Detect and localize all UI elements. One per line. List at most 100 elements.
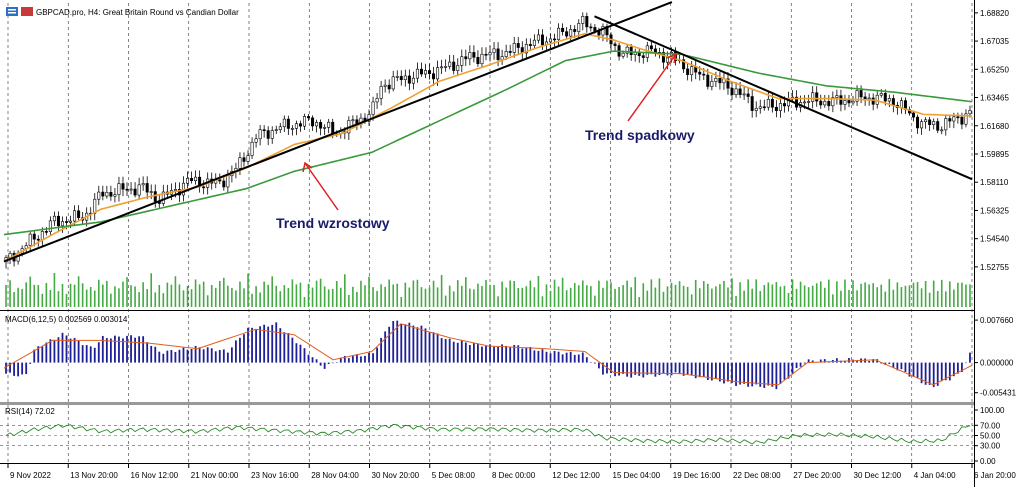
macd-histogram-bar [485,345,487,363]
volume-bar [388,279,390,307]
candle-body [319,122,323,129]
candle-body [532,39,536,46]
volume-bar [130,285,132,307]
candle-body [512,43,516,53]
volume-bar [263,281,265,307]
candle-body [932,121,936,125]
candle-body [803,101,807,104]
candle-body [290,128,294,130]
macd-histogram-bar [210,348,213,363]
macd-histogram-bar [327,362,330,364]
volume-bar [392,284,395,307]
volume-bar [892,289,895,307]
volume-bar [424,288,427,307]
volume-bar [965,284,967,307]
macd-histogram-bar [944,362,947,381]
candle-body [411,77,415,84]
macd-histogram-bar [17,362,20,377]
macd-histogram-bar [573,354,576,363]
x-tick-label: 27 Dec 20:00 [793,471,841,480]
macd-histogram-bar [928,362,931,385]
candle-body [222,180,226,188]
volume-bar [460,285,463,307]
downtrend-arrow [627,52,678,122]
volume-bar [497,296,499,307]
volume-bar [735,296,737,307]
candle-body [601,26,605,36]
macd-histogram-bar [81,345,84,363]
volume-bar [279,291,282,307]
y-tick-label: 1.63465 [980,94,1009,103]
macd-histogram-bar [29,362,32,364]
macd-y-tick-label: -0.005431 [980,389,1017,398]
macd-histogram-bar [505,345,508,363]
volume-bar [134,286,136,307]
macd-histogram-bar [509,347,512,363]
macd-histogram-bar [130,335,132,363]
macd-histogram-bar [190,349,193,363]
candle-body [944,118,948,131]
rsi-y-tick-label: 30.00 [980,442,1001,451]
macd-histogram-bar [368,352,370,363]
candle-body [750,96,754,111]
macd-histogram-bar [263,324,266,363]
volume-bar [166,282,169,307]
macd-histogram-bar [73,338,76,363]
macd-histogram-bar [948,362,951,381]
candle-body [28,233,32,246]
volume-bar [896,282,899,307]
x-tick-label: 8 Dec 00:00 [492,471,536,480]
volume-bar [888,279,891,307]
candle-body [190,178,194,181]
candle-body [581,16,585,24]
macd-histogram-bar [259,326,262,363]
candle-body [32,233,36,240]
macd-histogram-bar [807,359,810,363]
candle-body [428,70,432,75]
volume-bar [844,279,846,307]
volume-bar [376,290,378,307]
volume-bar [880,284,883,307]
volume-bar [69,283,72,307]
macd-histogram-bar [533,350,536,363]
volume-bar [303,296,306,307]
macd-histogram-bar [735,362,737,386]
volume-bar [190,289,193,307]
candle-body [40,231,44,241]
macd-histogram-bar [698,362,701,378]
macd-histogram-bar [868,360,871,363]
volume-bar [440,275,443,307]
candle-body [403,75,407,80]
candle-body [883,93,887,102]
macd-histogram-bar [638,362,641,376]
volume-bar [408,287,411,307]
volume-bar [953,289,955,307]
volume-bar [940,279,943,307]
candle-body [254,138,258,143]
candle-body [444,66,448,68]
volume-bar [456,280,459,307]
rsi-y-tick-label: 50.00 [980,432,1001,441]
macd-histogram-bar [537,350,540,363]
volume-bar [348,294,350,307]
macd-histogram-bar [610,362,612,374]
macd-histogram-bar [743,362,746,384]
macd-histogram-bar [206,347,209,363]
macd-histogram-bar [714,362,717,379]
macd-histogram-bar [198,347,201,363]
candle-body [375,98,379,103]
candle-body [383,84,387,87]
macd-histogram-bar [787,362,790,379]
candle-body [593,27,597,32]
volume-bar [682,285,685,307]
candle-body [65,221,69,223]
candle-body [315,122,319,127]
volume-bar [969,284,971,307]
macd-histogram-bar [553,350,556,363]
x-tick-label: 5 Dec 08:00 [432,471,476,480]
volume-bar [811,285,814,307]
candle-body [504,51,508,57]
macd-histogram-bar [384,331,387,363]
macd-histogram-bar [408,322,411,363]
